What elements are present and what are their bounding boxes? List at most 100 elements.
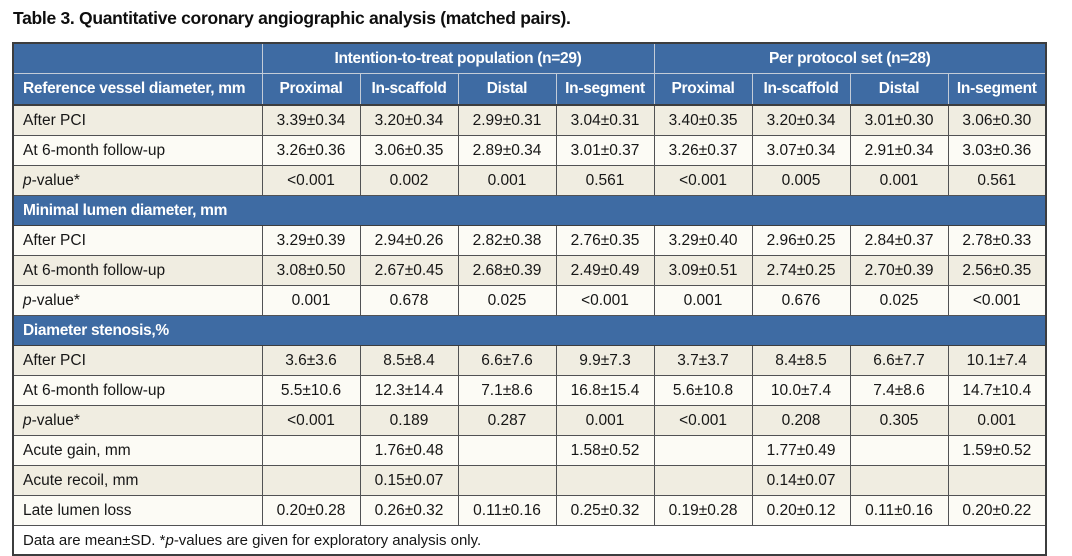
row-label: Acute gain, mm [12,435,263,466]
table-row: p-value* 0.001 0.678 0.025 <0.001 0.001 0.676 0… [12,285,1047,316]
cell-value: 0.005 [751,165,851,196]
table-row: Late lumen loss 0.20±0.28 0.26±0.32 0.11±0.… [12,495,1047,526]
cell-value: 0.189 [359,405,459,436]
table-header: Intention-to-treat population (n=29) Per … [12,42,1047,106]
cell-value: 7.1±8.6 [457,375,557,406]
cell-value: 2.82±0.38 [457,225,557,256]
cell-value [555,465,655,496]
cell-value: 3.39±0.34 [261,104,361,136]
cell-value: 3.7±3.7 [653,345,753,376]
cell-value: 3.06±0.30 [947,104,1047,136]
cell-value: <0.001 [261,165,361,196]
cell-value: 5.5±10.6 [261,375,361,406]
cell-value: 3.29±0.40 [653,225,753,256]
cell-value: 0.287 [457,405,557,436]
cell-value: 0.19±0.28 [653,495,753,526]
row-label: p-value* [12,165,263,196]
row-label: After PCI [12,225,263,256]
cell-value: 3.01±0.37 [555,135,655,166]
row-label: Acute recoil, mm [12,465,263,496]
cell-value: 0.15±0.07 [359,465,459,496]
cell-value: 0.001 [555,405,655,436]
cell-value: 3.6±3.6 [261,345,361,376]
cell-value: 2.67±0.45 [359,255,459,286]
cell-value: 0.208 [751,405,851,436]
cell-value: 3.01±0.30 [849,104,949,136]
cell-value [653,465,753,496]
cell-value: 14.7±10.4 [947,375,1047,406]
row-label: At 6-month follow-up [12,255,263,286]
cell-value: 3.40±0.35 [653,104,753,136]
table-row: p-value* <0.001 0.189 0.287 0.001 <0.001 0.208… [12,405,1047,436]
cell-value: 12.3±14.4 [359,375,459,406]
cell-value: 0.001 [457,165,557,196]
cell-value: 0.025 [849,285,949,316]
cell-value: 2.91±0.34 [849,135,949,166]
cell-value [457,435,557,466]
cell-value: 0.678 [359,285,459,316]
cell-value: 0.11±0.16 [849,495,949,526]
cell-value: 0.001 [947,405,1047,436]
table-row: At 6-month follow-up 5.5±10.6 12.3±14.4 7.1… [12,375,1047,406]
cell-value: 6.6±7.6 [457,345,557,376]
cell-value [849,435,949,466]
cell-value: 1.77±0.49 [751,435,851,466]
table-row: At 6-month follow-up 3.08±0.50 2.67±0.45 2.… [12,255,1047,286]
cell-value: 0.676 [751,285,851,316]
cell-value: 0.305 [849,405,949,436]
corner-cell [12,42,263,74]
cell-value: 10.0±7.4 [751,375,851,406]
cell-value: 10.1±7.4 [947,345,1047,376]
cell-value: 7.4±8.6 [849,375,949,406]
cell-value: 1.59±0.52 [947,435,1047,466]
cell-value: <0.001 [653,405,753,436]
row-label: After PCI [12,345,263,376]
table-row: After PCI 3.29±0.39 2.94±0.26 2.82±0.38 2.76… [12,225,1047,256]
cell-value: 3.07±0.34 [751,135,851,166]
table-row: At 6-month follow-up 3.26±0.36 3.06±0.35 2.… [12,135,1047,166]
cell-value: 0.14±0.07 [751,465,851,496]
cell-value: 9.9±7.3 [555,345,655,376]
cell-value [457,465,557,496]
cell-value [261,435,361,466]
cell-value: 1.76±0.48 [359,435,459,466]
column-header: Proximal [653,73,753,106]
table-row: After PCI 3.6±3.6 8.5±8.4 6.6±7.6 9.9±7.3 3.7… [12,345,1047,376]
cell-value: 0.20±0.28 [261,495,361,526]
cell-value: 2.70±0.39 [849,255,949,286]
qca-table: Intention-to-treat population (n=29) Per … [12,42,1048,556]
cell-value: 3.29±0.39 [261,225,361,256]
cell-value: 2.94±0.26 [359,225,459,256]
cell-value: 8.5±8.4 [359,345,459,376]
row-label: Late lumen loss [12,495,263,526]
cell-value: 0.002 [359,165,459,196]
cell-value [947,465,1047,496]
cell-value: 0.001 [653,285,753,316]
cell-value: 2.89±0.34 [457,135,557,166]
cell-value: 8.4±8.5 [751,345,851,376]
cell-value: 0.025 [457,285,557,316]
table-row: p-value* <0.001 0.002 0.001 0.561 <0.001 0.005… [12,165,1047,196]
cell-value: 2.68±0.39 [457,255,557,286]
cell-value: 1.58±0.52 [555,435,655,466]
cell-value: 0.20±0.22 [947,495,1047,526]
row-label: After PCI [12,104,263,136]
group-header: Per protocol set (n=28) [653,42,1047,74]
cell-value: 3.09±0.51 [653,255,753,286]
cell-value: 0.561 [947,165,1047,196]
cell-value: <0.001 [555,285,655,316]
cell-value: <0.001 [653,165,753,196]
column-header: In-scaffold [359,73,459,106]
cell-value: 16.8±15.4 [555,375,655,406]
cell-value: 5.6±10.8 [653,375,753,406]
cell-value [849,465,949,496]
cell-value: 2.76±0.35 [555,225,655,256]
column-header: In-scaffold [751,73,851,106]
cell-value: 3.03±0.36 [947,135,1047,166]
table-row: Acute gain, mm 1.76±0.48 1.58±0.52 1.77±0.4… [12,435,1047,466]
section-header: Diameter stenosis,% [12,315,1047,346]
column-header: Distal [457,73,557,106]
cell-value: <0.001 [261,405,361,436]
row-label: p-value* [12,405,263,436]
cell-value: 0.20±0.12 [751,495,851,526]
